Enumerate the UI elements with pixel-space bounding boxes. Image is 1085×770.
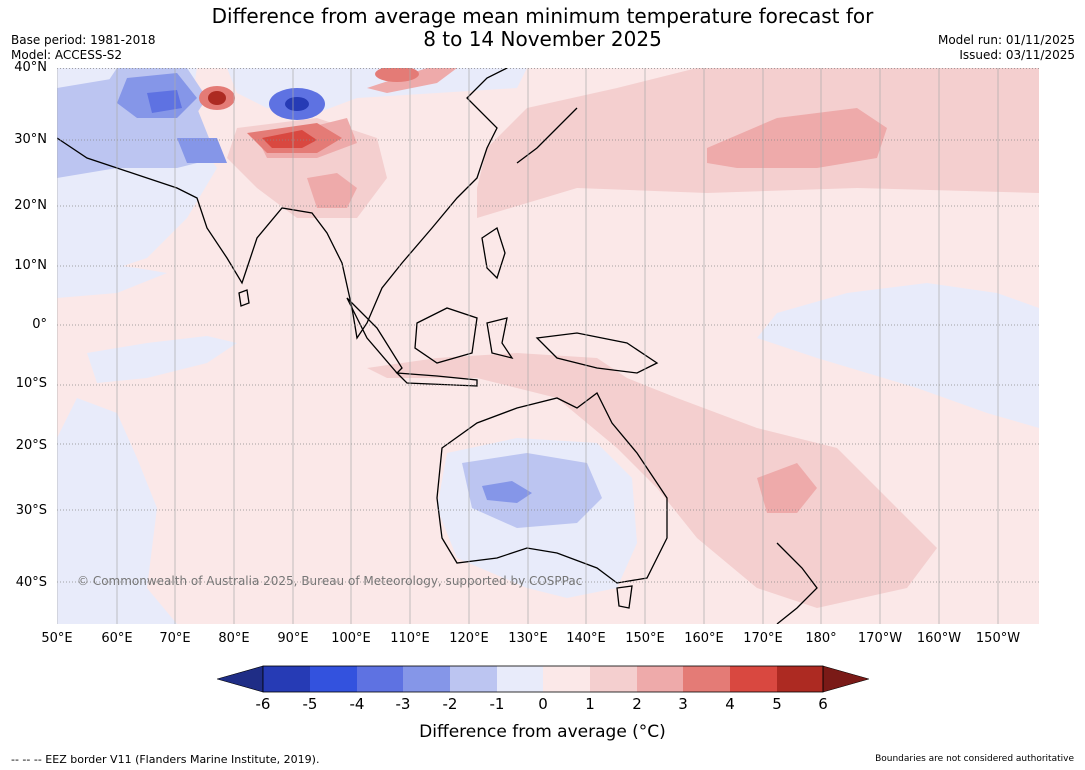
lat-label-30s: 30°S	[15, 503, 47, 518]
colorbar-tick: 5	[772, 695, 782, 713]
lon-label: 60°E	[101, 631, 133, 646]
colorbar-tick: -6	[255, 695, 271, 713]
lon-label: 140°E	[566, 631, 606, 646]
anomaly-warm2-pacific	[707, 108, 887, 168]
lat-label-10n: 10°N	[14, 258, 47, 273]
anomaly-warm2-coral-sea	[757, 463, 817, 513]
lon-label: 150°E	[625, 631, 665, 646]
colorbar-tick: 6	[818, 695, 828, 713]
colorbar-segment	[590, 666, 637, 692]
colorbar-extend-high	[822, 665, 869, 693]
map-title-line1: Difference from average mean minimum tem…	[211, 4, 874, 28]
colorbar-tick: 1	[585, 695, 595, 713]
colorbar-segment	[637, 666, 683, 692]
lon-label: 180°	[805, 631, 837, 646]
lon-label: 120°E	[449, 631, 489, 646]
anomaly-cool2-australia	[462, 453, 602, 528]
colorbar-segment	[450, 666, 497, 692]
colorbar-tick: 2	[632, 695, 642, 713]
lon-label: 130°E	[508, 631, 548, 646]
colorbar-segment	[310, 666, 357, 692]
lat-label-30n: 30°N	[14, 132, 47, 147]
lon-label: 100°E	[331, 631, 371, 646]
colorbar-segment	[263, 666, 310, 692]
issued-date: Issued: 03/11/2025	[959, 48, 1075, 62]
colorbar	[217, 665, 869, 693]
coastlines	[57, 68, 818, 624]
gridlines	[57, 68, 1039, 624]
colorbar-tick: -4	[349, 695, 365, 713]
lon-label: 170°W	[857, 631, 903, 646]
model-name: Model: ACCESS-S2	[11, 48, 123, 62]
anomaly-cool-arabian-sea	[57, 263, 167, 298]
anomaly-cool-equatorial-indian	[87, 336, 237, 383]
lat-label-40s: 40°S	[15, 575, 47, 590]
copyright-notice: © Commonwealth of Australia 2025, Bureau…	[77, 574, 582, 588]
colorbar-tick: -5	[302, 695, 318, 713]
anomaly-cool3-pakistan	[177, 138, 227, 163]
forecast-map[interactable]: © Commonwealth of Australia 2025, Bureau…	[57, 68, 1039, 624]
colorbar-segment	[730, 666, 777, 692]
colorbar-label: Difference from average (°C)	[419, 722, 666, 742]
lon-label: 50°E	[41, 631, 73, 646]
lon-label: 80°E	[218, 631, 250, 646]
colorbar-tick: 0	[538, 695, 548, 713]
lon-label: 160°W	[916, 631, 962, 646]
anomaly-warm2-myanmar	[307, 173, 357, 208]
model-run: Model run: 01/11/2025	[937, 33, 1075, 47]
eez-border-note: -- -- -- EEZ border V11 (Flanders Marine…	[11, 753, 320, 766]
colorbar-segment	[403, 666, 450, 692]
colorbar-extend-low	[217, 665, 264, 693]
lat-label-20s: 20°S	[15, 438, 47, 453]
anomaly-warm3-mongolia	[375, 68, 419, 82]
colorbar-tick: -1	[489, 695, 505, 713]
lon-label: 70°E	[159, 631, 191, 646]
anomaly-cool4-iran	[147, 90, 182, 113]
colorbar-tick: -2	[442, 695, 458, 713]
lon-label: 110°E	[390, 631, 430, 646]
colorbar-tick: 4	[725, 695, 735, 713]
lat-label-equator: 0°	[32, 317, 47, 332]
lat-label-10s: 10°S	[15, 376, 47, 391]
anomaly-cool-east-pacific	[757, 283, 1039, 428]
colorbar-tick: 3	[678, 695, 688, 713]
anomaly-warm-maritime-australia	[367, 353, 937, 608]
colorbar-segment	[683, 666, 730, 692]
colorbar-segment	[497, 666, 543, 692]
colorbar-segment	[357, 666, 403, 692]
lat-label-40n: 40°N	[14, 60, 47, 75]
anomaly-warm2-mongolia	[367, 68, 457, 93]
boundary-disclaimer: Boundaries are not considered authoritat…	[875, 754, 1074, 764]
map-title-line2: 8 to 14 November 2025	[423, 27, 662, 51]
colorbar-segment	[543, 666, 590, 692]
colorbar-tick: -3	[395, 695, 411, 713]
lon-label: 150°W	[975, 631, 1021, 646]
base-period: Base period: 1981-2018	[11, 33, 156, 47]
anomaly-warm5-kashmir	[208, 91, 226, 105]
colorbar-segment	[777, 666, 823, 692]
lon-label: 160°E	[684, 631, 724, 646]
anomaly-cool3-australia	[482, 481, 532, 503]
anomaly-warm4-himalaya	[262, 130, 317, 148]
lon-label: 90°E	[277, 631, 309, 646]
lon-label: 170°E	[743, 631, 783, 646]
anomaly-cool6-tibet	[285, 97, 309, 111]
lat-label-20n: 20°N	[14, 198, 47, 213]
